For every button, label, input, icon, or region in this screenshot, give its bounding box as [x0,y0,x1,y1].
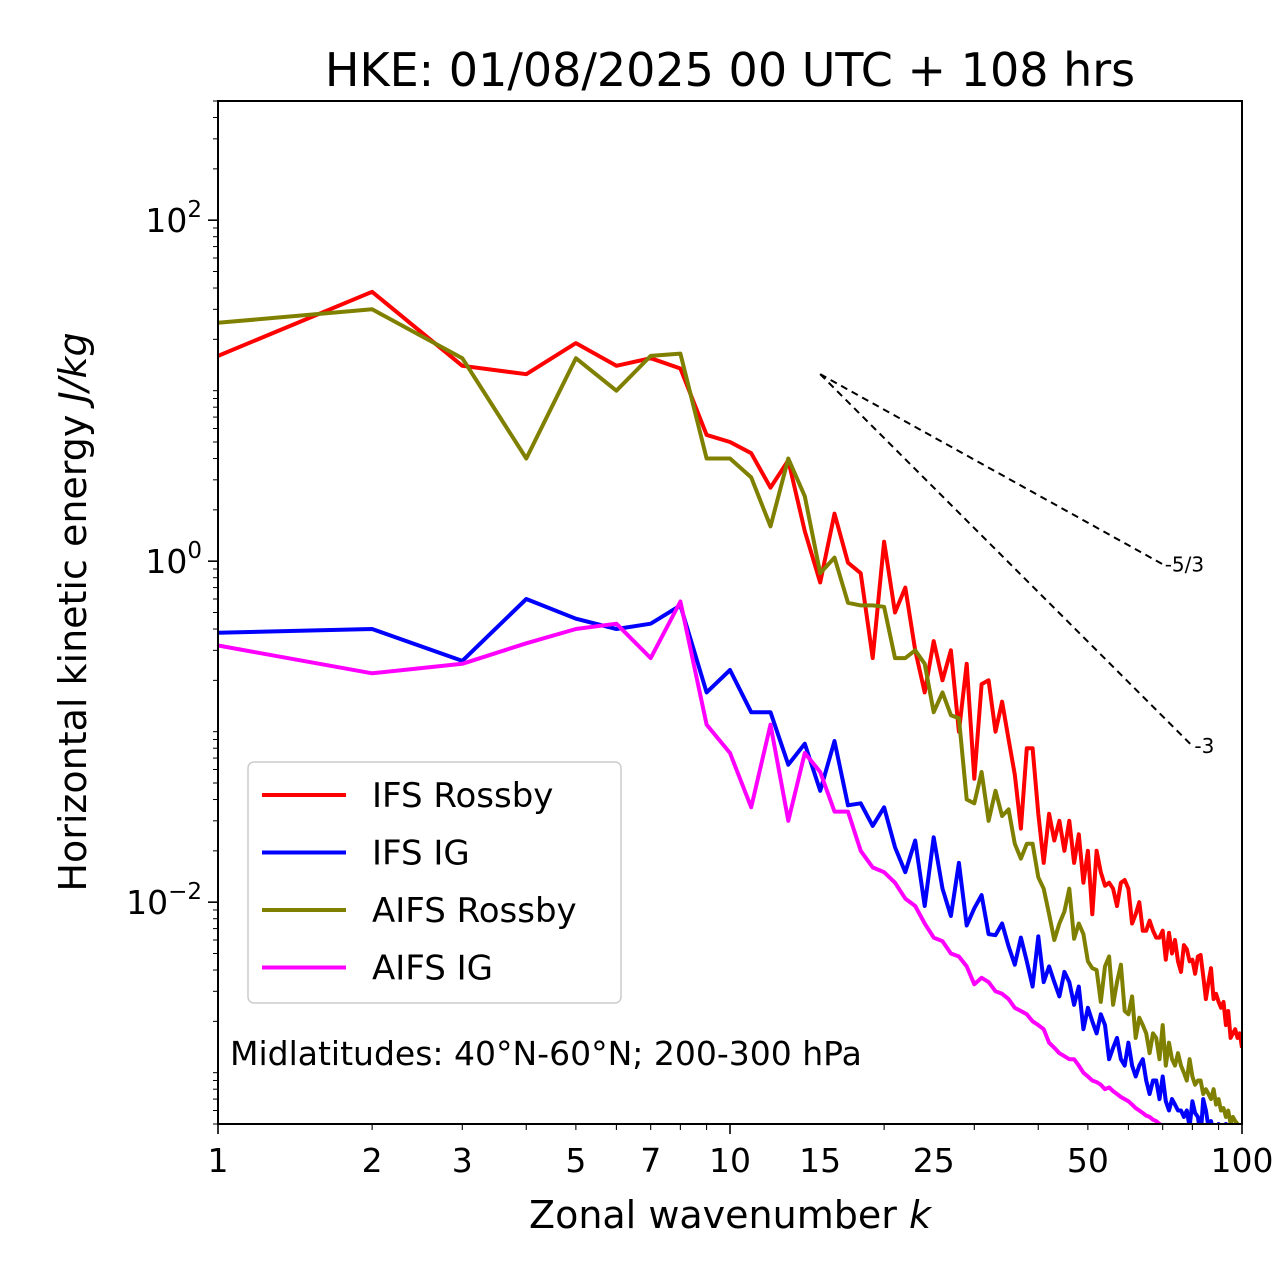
y-tick-label: 10−2 [126,879,202,922]
x-tick-labels: 1 2 3 5 7 10 15 25 50 100 [208,1141,1274,1180]
y-tick-labels: 102 100 10−2 [126,197,202,922]
reference-slopes [819,373,1194,747]
x-tick-label: 3 [452,1141,473,1180]
series-lines [218,289,1242,1124]
plot-frame [217,100,1243,1125]
x-tick-label: 50 [1067,1141,1109,1180]
legend-entries: IFS Rossby IFS IG AIFS Rossby AIFS IG [262,776,577,989]
reference-line [819,373,1164,566]
series-line-aifs-rossby [218,307,1242,1124]
x-tick-label: 2 [362,1141,383,1180]
x-tick-label: 7 [640,1141,661,1180]
x-tick-label: 25 [913,1141,955,1180]
legend-label: AIFS IG [372,949,493,989]
y-tick-label: 102 [145,197,202,240]
x-tick-label: 10 [709,1141,751,1180]
reference-line [819,373,1194,747]
x-axis-variable: k [909,1193,933,1237]
legend-label: IFS Rossby [372,776,553,816]
series-line-ifs-rossby [218,289,1242,1049]
legend-box [247,761,622,1004]
legend-label: IFS IG [372,834,470,874]
reference-line-label: -3 [1194,734,1214,758]
x-axis-label-text: Zonal wavenumber [529,1193,897,1237]
legend-label: AIFS Rossby [372,891,577,931]
series-line-ifs-ig [218,597,1228,1124]
x-tick-label: 100 [1211,1141,1274,1180]
reference-line-label: -5/3 [1165,552,1204,576]
legend: IFS Rossby IFS IG AIFS Rossby AIFS IG [247,761,622,1004]
x-tick-label: 15 [799,1141,841,1180]
x-tick-label: 5 [565,1141,586,1180]
x-tick-label: 1 [208,1141,229,1180]
y-axis-label: Horizontal kinetic energy J/kg [51,332,95,891]
x-axis-label: Zonal wavenumber k [529,1193,933,1237]
region-annotation: Midlatitudes: 40°N-60°N; 200-300 hPa [230,1034,862,1073]
y-axis-label-text: Horizontal kinetic energy [51,415,95,892]
reference-slope-labels: -5/3 -3 [1165,552,1215,758]
y-tick-label: 100 [145,538,202,581]
chart-title: HKE: 01/08/2025 00 UTC + 108 hrs [325,43,1135,97]
y-axis-unit: J/kg [51,332,95,409]
series-line-aifs-ig [218,599,1165,1124]
